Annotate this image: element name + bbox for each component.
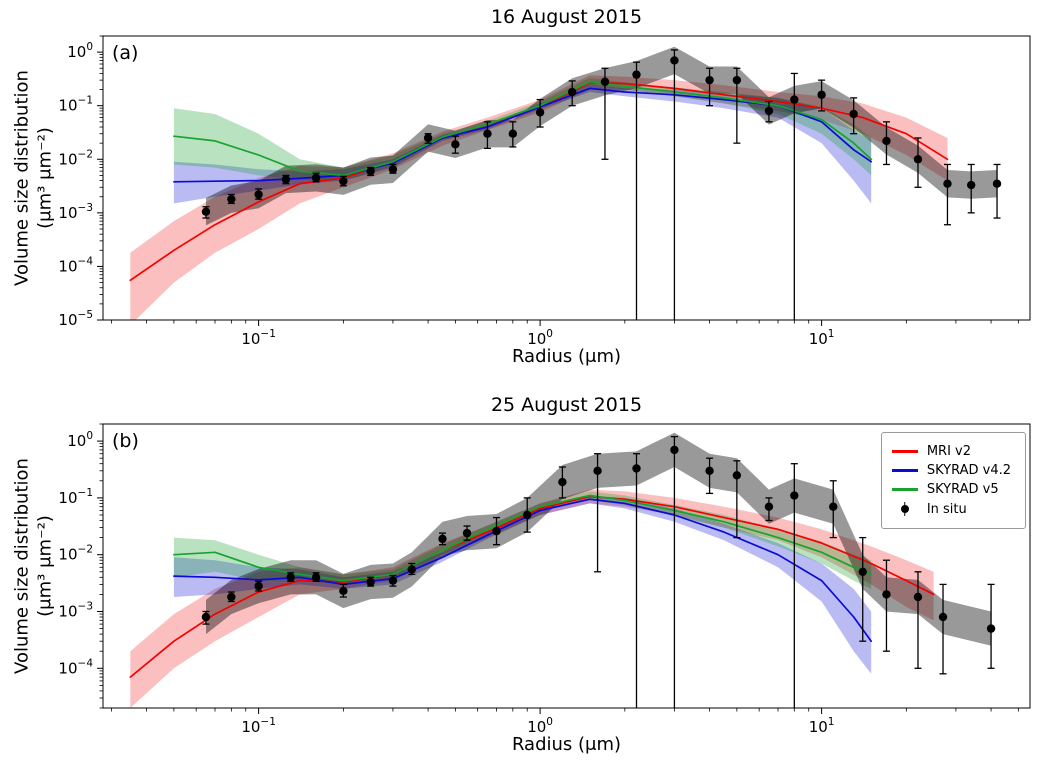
svg-text:10−2: 10−2: [58, 148, 93, 168]
panel-b-letter: (b): [112, 430, 139, 452]
mri-v2-line-swatch: [891, 450, 918, 453]
legend-item-in-situ: In situ: [892, 501, 1011, 517]
svg-text:100: 100: [527, 328, 553, 348]
svg-text:101: 101: [809, 328, 835, 348]
y-axis-label-line2: (μm³ μm⁻²): [35, 127, 56, 229]
legend-item-mri-v2: MRI v2: [891, 444, 1011, 459]
panel-a-title: 16 August 2015: [490, 6, 643, 28]
in-situ-marker-swatch: [892, 501, 918, 517]
svg-text:10−2: 10−2: [58, 544, 93, 564]
skyrad-v42-line-swatch: [891, 469, 918, 472]
svg-text:10−1: 10−1: [241, 716, 276, 736]
y-axis-label-line2: (μm³ μm⁻²): [35, 515, 56, 617]
svg-text:10−4: 10−4: [58, 255, 93, 275]
svg-text:100: 100: [67, 430, 93, 450]
svg-text:10−1: 10−1: [58, 95, 93, 115]
point-marker-icon: [900, 505, 909, 513]
panel-a-y-axis-label: Volume size distribution (μm³ μm⁻²): [11, 70, 58, 286]
plot-canvas-a: 10−1 100 101 10−5 10−4 10−3 10−2 10−1 100: [58, 35, 1031, 348]
panel-a: 10−1 100 101 10−5 10−4 10−3 10−2 10−1 100 16 Aug…: [11, 6, 1031, 367]
y-axis-label-line1: Volume size distribution: [11, 458, 33, 674]
legend: MRI v2 SKYRAD v4.2 SKYRAD v5 In situ: [880, 432, 1026, 529]
svg-text:100: 100: [67, 41, 93, 61]
y-axis-label-line1: Volume size distribution: [11, 70, 33, 286]
panel-b-y-axis-label: Volume size distribution (μm³ μm⁻²): [11, 458, 58, 674]
panel-a-letter: (a): [112, 42, 139, 64]
skyrad-v5-line-swatch: [891, 488, 918, 491]
svg-text:101: 101: [809, 716, 835, 736]
svg-text:10−3: 10−3: [58, 600, 93, 620]
svg-text:100: 100: [527, 716, 553, 736]
legend-item-skyrad-v5: SKYRAD v5: [891, 482, 1011, 497]
panel-b: 10−1 100 101 10−4 10−3 10−2 10−1 100 25 August …: [0, 388, 1040, 776]
svg-text:10−5: 10−5: [58, 309, 93, 329]
svg-text:10−4: 10−4: [58, 657, 93, 677]
panel-a-x-axis-label: Radius (μm): [511, 346, 622, 367]
panel-b-x-axis-label: Radius (μm): [511, 734, 622, 755]
svg-text:10−1: 10−1: [58, 487, 93, 507]
panel-b-title: 25 August 2015: [490, 394, 643, 416]
legend-item-skyrad-v42: SKYRAD v4.2: [891, 463, 1011, 478]
svg-text:10−1: 10−1: [241, 328, 276, 348]
plot-canvas-b: 10−1 100 101 10−4 10−3 10−2 10−1 100: [58, 423, 1031, 736]
svg-text:10−3: 10−3: [58, 202, 93, 222]
